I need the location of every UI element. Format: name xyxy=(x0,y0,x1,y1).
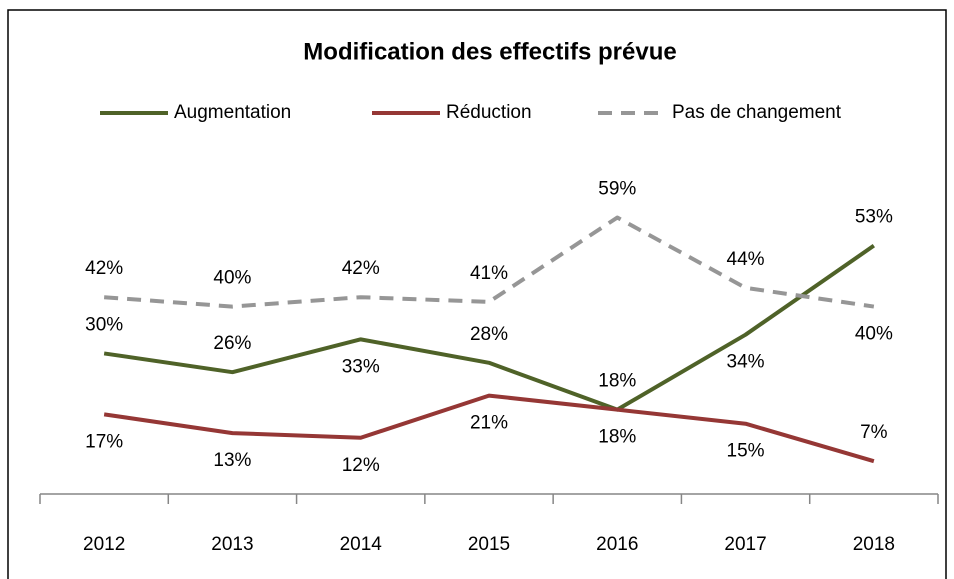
data-label: 26% xyxy=(213,333,251,354)
data-label: 42% xyxy=(342,258,380,279)
data-label: 17% xyxy=(85,431,123,452)
series-line xyxy=(103,244,875,412)
data-label: 44% xyxy=(727,249,765,270)
data-label: 28% xyxy=(470,324,508,345)
x-tick-label: 2016 xyxy=(596,534,638,555)
series-line xyxy=(103,393,875,464)
data-label: 18% xyxy=(598,427,636,448)
legend-label: Réduction xyxy=(446,102,532,123)
data-label: 7% xyxy=(860,422,888,443)
x-tick-label: 2015 xyxy=(468,534,510,555)
x-tick-label: 2012 xyxy=(83,534,125,555)
data-label: 30% xyxy=(85,314,123,335)
data-label: 21% xyxy=(470,413,508,434)
data-label: 12% xyxy=(342,455,380,476)
data-label: 18% xyxy=(598,371,636,392)
x-tick-label: 2014 xyxy=(340,534,383,555)
chart-frame xyxy=(7,9,947,579)
data-label: 40% xyxy=(855,324,893,345)
data-label: 15% xyxy=(727,441,765,462)
data-label: 53% xyxy=(855,207,893,228)
data-label: 33% xyxy=(342,356,380,377)
chart-title: Modification des effectifs prévue xyxy=(303,38,676,65)
x-tick-label: 2013 xyxy=(211,534,253,555)
x-tick-label: 2017 xyxy=(724,534,766,555)
legend-label: Augmentation xyxy=(174,102,291,123)
series-line xyxy=(103,215,875,309)
data-label: 40% xyxy=(213,268,251,289)
data-label: 59% xyxy=(598,179,636,200)
x-tick-label: 2018 xyxy=(853,534,895,555)
data-label: 13% xyxy=(213,450,251,471)
data-label: 34% xyxy=(727,352,765,373)
data-label: 42% xyxy=(85,258,123,279)
legend-label: Pas de changement xyxy=(672,102,842,123)
data-label: 41% xyxy=(470,263,508,284)
